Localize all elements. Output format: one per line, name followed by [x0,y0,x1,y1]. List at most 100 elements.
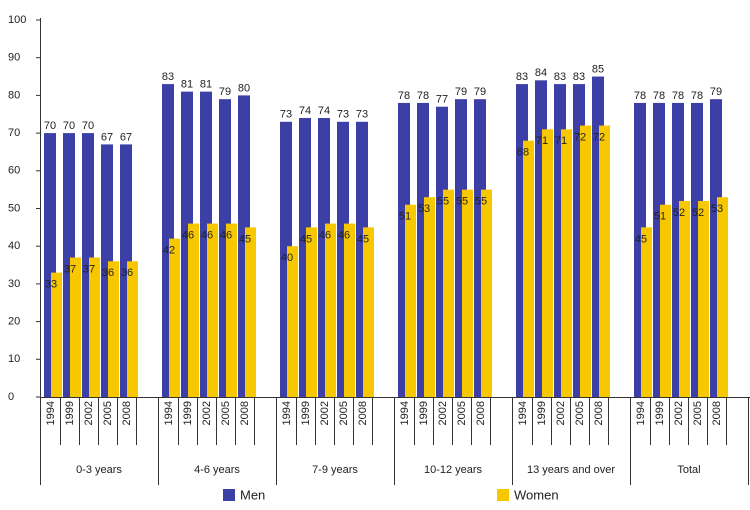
y-tick-label: 10 [8,353,20,365]
bar [679,200,690,397]
bar [188,223,199,397]
x-tick-label: 2008 [121,401,133,425]
value-label: 46 [338,229,350,241]
value-label: 83 [516,71,528,83]
x-tick-label: 2005 [102,401,114,425]
value-label: 36 [102,267,114,279]
group-label: 13 years and over [527,464,615,476]
value-label: 45 [300,233,312,245]
group-label: 0-3 years [76,464,122,476]
y-tick-label: 80 [8,89,20,101]
value-label: 78 [398,90,410,102]
value-label: 46 [319,229,331,241]
bar [226,223,237,397]
bar [405,204,416,397]
bar [108,261,119,397]
bar [306,227,317,397]
value-label: 81 [200,79,212,91]
x-tick-label: 2008 [357,401,369,425]
value-label: 78 [653,90,665,102]
value-label: 78 [672,90,684,102]
legend-swatch [497,489,509,501]
value-label: 51 [654,211,666,223]
value-label: 70 [44,120,56,132]
bar [127,261,138,397]
legend-label: Women [514,487,559,502]
bar [561,129,572,397]
bar [641,227,652,397]
x-tick-label: 1994 [163,401,175,425]
bar [344,223,355,397]
x-tick-label: 2002 [555,401,567,425]
value-label: 81 [181,79,193,91]
value-label: 73 [337,109,349,121]
x-tick-label: 1994 [635,401,647,425]
group-label: Total [677,464,700,476]
x-tick-label: 2005 [220,401,232,425]
bar [462,189,473,397]
value-label: 53 [418,203,430,215]
value-label: 70 [63,120,75,132]
y-tick-label: 100 [8,14,26,26]
x-tick-label: 2002 [83,401,95,425]
value-label: 85 [592,63,604,75]
value-label: 72 [593,131,605,143]
value-label: 42 [163,245,175,257]
value-label: 71 [555,135,567,147]
bar [481,189,492,397]
value-label: 80 [238,82,250,94]
x-tick-label: 2002 [319,401,331,425]
bar [51,272,62,397]
x-tick-label: 1999 [64,401,76,425]
value-label: 79 [455,86,467,98]
legend-label: Men [240,487,265,502]
x-tick-label: 1999 [182,401,194,425]
value-label: 45 [239,233,251,245]
x-tick-label: 2008 [475,401,487,425]
bar [245,227,256,397]
value-label: 79 [219,86,231,98]
x-tick-label: 2002 [437,401,449,425]
value-label: 37 [83,263,95,275]
value-label: 46 [182,229,194,241]
bar [660,204,671,397]
group-label: 7-9 years [312,464,358,476]
value-label: 84 [535,67,547,79]
bar [523,140,534,397]
value-label: 73 [356,109,368,121]
bar [89,257,100,397]
value-label: 83 [573,71,585,83]
value-label: 55 [456,196,468,208]
x-tick-label: 1994 [45,401,57,425]
bar [580,125,591,397]
value-label: 33 [45,278,57,290]
value-label: 79 [710,86,722,98]
y-tick-label: 30 [8,278,20,290]
x-tick-label: 1999 [418,401,430,425]
bar [325,223,336,397]
x-tick-label: 1999 [536,401,548,425]
value-label: 67 [120,131,132,143]
x-tick-label: 2002 [201,401,213,425]
y-tick-label: 0 [8,391,14,403]
value-label: 74 [318,105,330,117]
y-tick-label: 90 [8,52,20,64]
bar [207,223,218,397]
legend-swatch [223,489,235,501]
value-label: 51 [399,211,411,223]
bar [443,189,454,397]
bar [717,197,728,397]
value-label: 78 [691,90,703,102]
x-tick-label: 2008 [593,401,605,425]
x-tick-label: 2008 [711,401,723,425]
value-label: 79 [474,86,486,98]
value-label: 67 [101,131,113,143]
x-tick-label: 2005 [574,401,586,425]
value-label: 77 [436,94,448,106]
bar [424,197,435,397]
x-tick-label: 2002 [673,401,685,425]
x-tick-label: 2008 [239,401,251,425]
y-tick-label: 70 [8,127,20,139]
value-label: 53 [711,203,723,215]
y-tick-label: 60 [8,165,20,177]
